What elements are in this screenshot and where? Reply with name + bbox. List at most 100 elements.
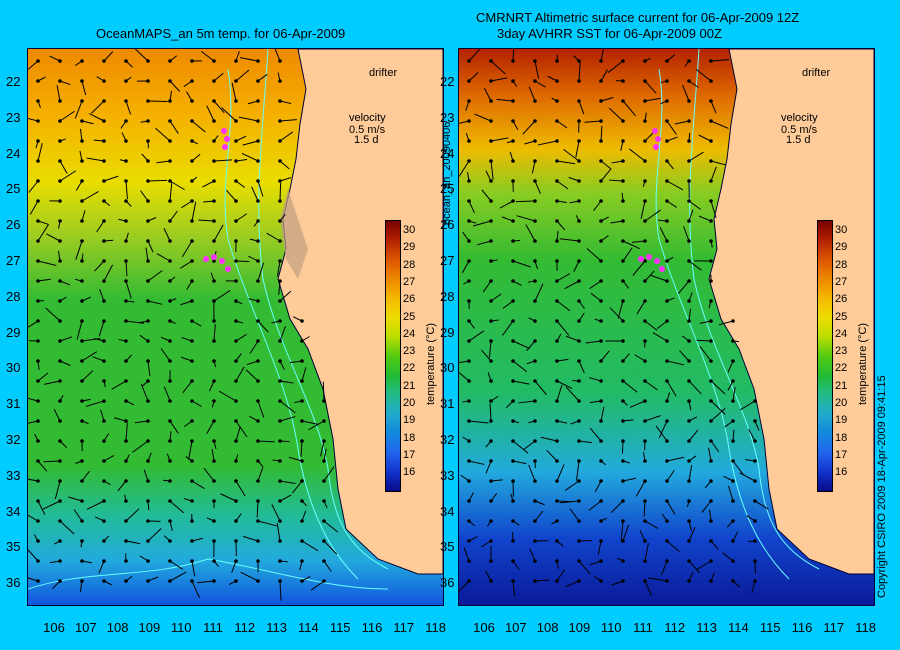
- latitude-label: 34: [440, 503, 455, 519]
- latitude-label: 30: [440, 360, 455, 376]
- latitude-label: 25: [6, 181, 21, 197]
- colorbar-tick-label: 30: [835, 224, 848, 236]
- latitude-label: 30: [6, 360, 21, 376]
- latitude-label: 28: [6, 288, 21, 304]
- latitude-label: 31: [440, 396, 455, 412]
- colorbar-title: temperature (°C): [425, 322, 437, 405]
- longitude-label: 116: [791, 620, 813, 635]
- longitude-label: 110: [600, 620, 622, 635]
- latitude-label: 24: [6, 145, 21, 161]
- longitude-label: 107: [504, 620, 527, 635]
- longitude-label: 106: [43, 620, 65, 635]
- velocity-scale-alt-right: 1.5 d: [786, 134, 811, 146]
- latitude-label: 33: [6, 467, 21, 483]
- longitude-label: 111: [203, 620, 223, 635]
- colorbar-tick-label: 25: [835, 310, 848, 323]
- colorbar-tick-label: 27: [403, 275, 416, 288]
- longitude-label: 117: [823, 620, 845, 635]
- contour-line: [258, 49, 389, 570]
- colorbar-tick-label: 17: [403, 448, 416, 461]
- colorbar-tick-label: 28: [835, 258, 848, 271]
- latitude-label: 28: [440, 288, 455, 304]
- longitude-label: 109: [138, 620, 161, 635]
- contour-line: [655, 68, 790, 580]
- drifter-legend-right: drifter: [802, 67, 831, 79]
- longitude-label: 112: [664, 620, 686, 635]
- contour-line: [224, 68, 359, 580]
- longitude-label: 110: [170, 620, 192, 635]
- latitude-label: 32: [6, 432, 21, 447]
- latitude-label: 35: [6, 539, 21, 555]
- colorbar-tick-label: 16: [835, 466, 848, 479]
- drifter-legend-left: drifter: [369, 67, 398, 79]
- latitude-label: 31: [6, 396, 21, 412]
- longitude-label: 114: [728, 620, 749, 635]
- latitude-label: 22: [440, 74, 455, 89]
- longitude-label: 116: [361, 620, 383, 635]
- longitude-label: 118: [425, 620, 446, 635]
- colorbar-tick-label: 23: [403, 345, 416, 358]
- latitude-label: 27: [440, 253, 455, 268]
- longitude-label: 111: [633, 620, 653, 635]
- latitude-label: 36: [440, 575, 455, 591]
- colorbar-title: temperature (°C): [857, 322, 869, 405]
- colorbar-tick-label: 26: [835, 293, 848, 306]
- right-map-title-line1: CMRNRT Altimetric surface current for 06…: [476, 10, 800, 25]
- drifter-track: [638, 128, 665, 272]
- colorbar-tick-label: 20: [835, 397, 848, 409]
- longitude-label: 117: [393, 620, 415, 635]
- longitude-label: 114: [298, 620, 319, 635]
- colorbar-tick-label: 29: [403, 241, 416, 254]
- contour-line: [28, 558, 389, 590]
- coast-land: [277, 49, 443, 575]
- longitude-label: 108: [106, 620, 129, 635]
- colorbar-tick-label: 28: [403, 258, 416, 271]
- colorbar-tick-label: 17: [835, 448, 848, 461]
- colorbar-tick-label: 24: [835, 327, 848, 340]
- colorbar-tick-label: 18: [403, 431, 416, 444]
- latitude-label: 29: [6, 324, 21, 340]
- drifter-track: [203, 128, 231, 272]
- file-id-label: ocean_an_20090406: [441, 121, 453, 225]
- longitude-label: 108: [536, 620, 559, 635]
- colorbar-tick-label: 19: [835, 414, 848, 427]
- longitude-label: 118: [855, 620, 876, 635]
- left-map-title: OceanMAPS_an 5m temp. for 06-Apr-2009: [96, 26, 346, 41]
- copyright-label: Copyright CSIRO 2009 18-Apr-2009 09:41:1…: [876, 375, 888, 598]
- latitude-label: 32: [440, 432, 455, 447]
- longitude-label: 115: [329, 620, 351, 635]
- longitude-label: 106: [473, 620, 495, 635]
- right-map-title-line2: 3day AVHRR SST for 06-Apr-2009 00Z: [497, 26, 722, 41]
- velocity-legend-right: velocity: [781, 112, 818, 124]
- colorbar-tick-label: 19: [403, 414, 416, 427]
- contour-line: [689, 49, 820, 570]
- colorbar-tick-label: 16: [403, 466, 416, 479]
- latitude-label: 26: [440, 217, 455, 233]
- latitude-label: 25: [440, 181, 455, 197]
- latitude-label: 23: [440, 109, 455, 125]
- latitude-label: 36: [6, 575, 21, 591]
- velocity-scale-alt-left: 1.5 d: [354, 134, 379, 146]
- colorbar-tick-label: 22: [403, 362, 416, 375]
- latitude-label: 33: [440, 467, 455, 483]
- latitude-label: 35: [440, 539, 455, 555]
- velocity-scale-right: 0.5 m/s: [781, 124, 818, 136]
- colorbar-tick-label: 23: [835, 345, 848, 358]
- colorbar-tick-label: 22: [835, 362, 848, 375]
- velocity-legend-left: velocity: [349, 112, 386, 124]
- colorbar-tick-label: 30: [403, 224, 416, 236]
- left-temperature-map: [27, 48, 444, 606]
- colorbar-tick-label: 18: [835, 431, 848, 444]
- longitude-label: 112: [234, 620, 256, 635]
- latitude-label: 26: [6, 217, 21, 233]
- colorbar-tick-label: 27: [835, 275, 848, 288]
- latitude-label: 22: [6, 74, 21, 89]
- longitude-label: 107: [74, 620, 97, 635]
- colorbar-tick-label: 25: [403, 310, 416, 323]
- colorbar-gradient: [817, 220, 833, 492]
- current-vectors: [459, 49, 769, 597]
- longitude-label: 115: [759, 620, 781, 635]
- colorbar-tick-label: 20: [403, 397, 416, 409]
- longitude-label: 113: [266, 620, 287, 635]
- colorbar-tick-label: 29: [835, 241, 848, 254]
